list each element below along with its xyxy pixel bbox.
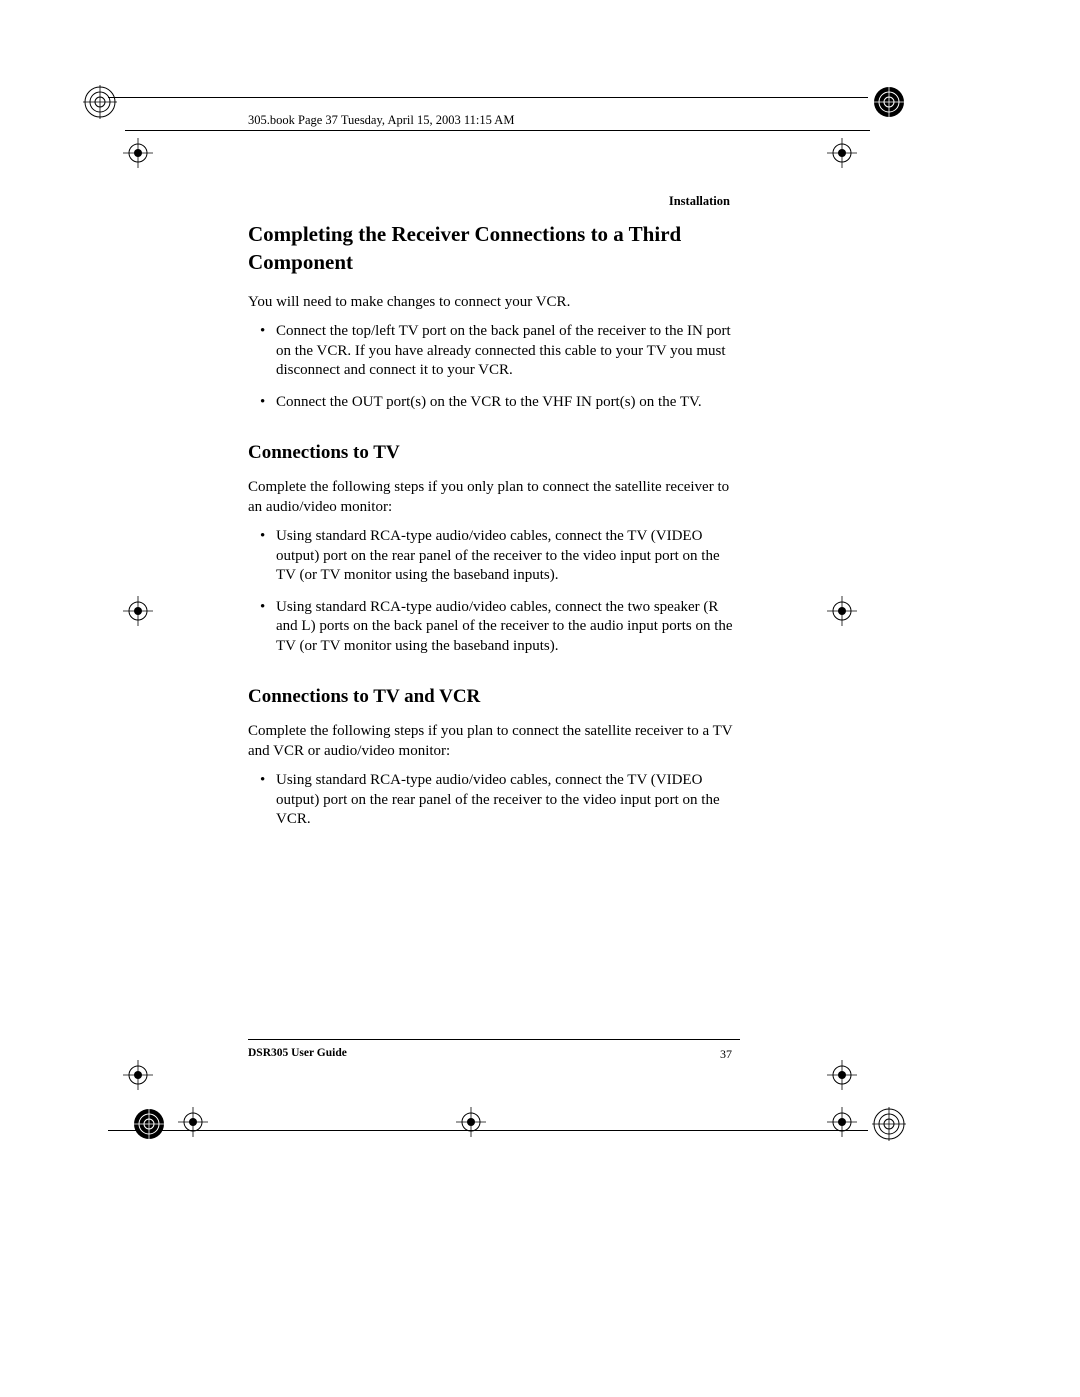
cross-mark-icon — [827, 138, 857, 168]
cross-mark-icon — [178, 1107, 208, 1137]
registration-mark-icon — [132, 1107, 166, 1141]
cross-mark-icon — [827, 596, 857, 626]
cross-mark-icon — [827, 1060, 857, 1090]
bullet-list: Using standard RCA-type audio/video cabl… — [248, 771, 740, 830]
cross-mark-icon — [123, 1060, 153, 1090]
footer-page-number: 37 — [720, 1047, 732, 1062]
bullet-list: Using standard RCA-type audio/video cabl… — [248, 527, 740, 656]
bullet-list: Connect the top/left TV port on the back… — [248, 322, 740, 412]
section-label: Installation — [669, 194, 730, 209]
crop-line-bottom — [108, 1130, 868, 1131]
heading-sub: Connections to TV and VCR — [248, 686, 740, 708]
cross-mark-icon — [123, 138, 153, 168]
bullet-item: Using standard RCA-type audio/video cabl… — [248, 527, 740, 586]
registration-mark-icon — [872, 85, 906, 119]
heading-main: Completing the Receiver Connections to a… — [248, 220, 740, 277]
registration-mark-icon — [872, 1107, 906, 1141]
paragraph: You will need to make changes to connect… — [248, 293, 740, 313]
cross-mark-icon — [123, 596, 153, 626]
registration-mark-icon — [83, 85, 117, 119]
bullet-item: Connect the top/left TV port on the back… — [248, 322, 740, 381]
footer-left: DSR305 User Guide — [248, 1047, 347, 1059]
header-rule — [125, 130, 870, 131]
header-text: 305.book Page 37 Tuesday, April 15, 2003… — [248, 113, 514, 128]
content-column: Completing the Receiver Connections to a… — [248, 220, 740, 860]
bullet-item: Using standard RCA-type audio/video cabl… — [248, 771, 740, 830]
bullet-item: Connect the OUT port(s) on the VCR to th… — [248, 393, 740, 413]
cross-mark-icon — [827, 1107, 857, 1137]
cross-mark-icon — [456, 1107, 486, 1137]
paragraph: Complete the following steps if you only… — [248, 478, 740, 517]
heading-sub: Connections to TV — [248, 442, 740, 464]
paragraph: Complete the following steps if you plan… — [248, 722, 740, 761]
crop-line-top — [108, 97, 868, 98]
footer-rule — [248, 1039, 740, 1040]
bullet-item: Using standard RCA-type audio/video cabl… — [248, 598, 740, 657]
page: 305.book Page 37 Tuesday, April 15, 2003… — [0, 0, 1080, 1397]
